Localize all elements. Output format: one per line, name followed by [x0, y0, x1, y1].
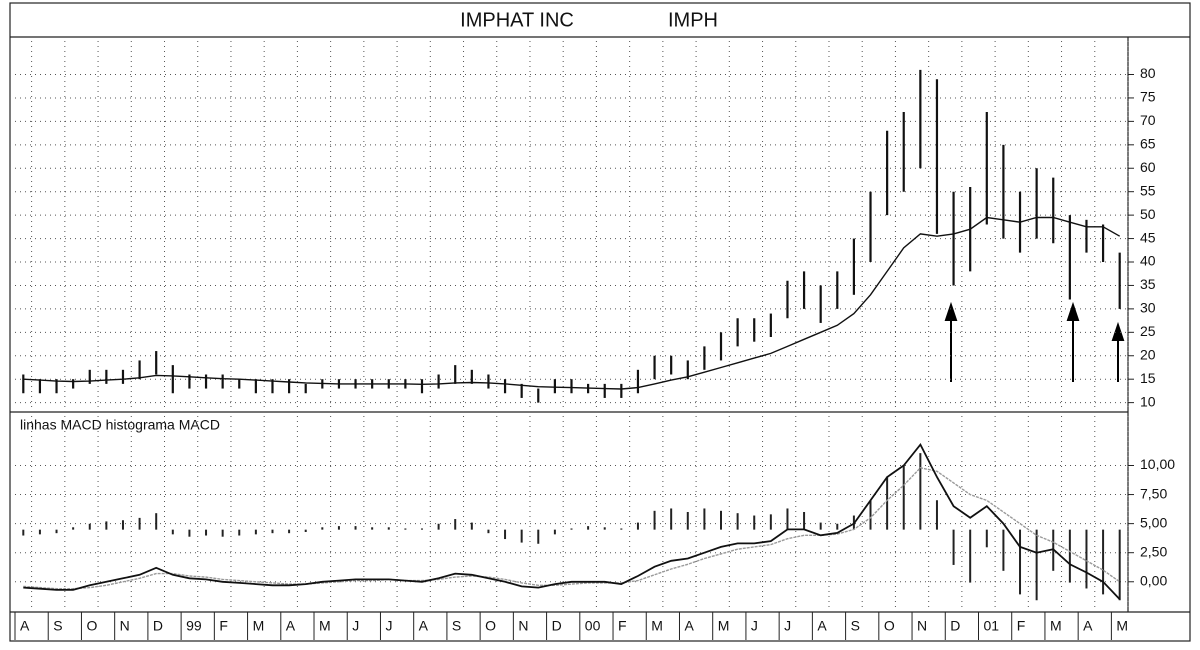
x-tick-label: J: [751, 618, 758, 634]
y-tick-label: 0,00: [1140, 572, 1167, 588]
x-tick-label: M: [718, 618, 730, 634]
x-tick-label: 99: [186, 618, 202, 634]
x-tick-label: A: [419, 618, 429, 634]
x-tick-label: M: [319, 618, 331, 634]
moving-average: [23, 216, 1121, 390]
x-tick-label: N: [120, 618, 130, 634]
signal-line: [23, 467, 1121, 590]
x-tick-label: N: [917, 618, 927, 634]
x-tick-label: M: [1050, 618, 1062, 634]
x-tick-label: D: [552, 618, 562, 634]
y-tick-label: 55: [1140, 182, 1156, 198]
arrow-head: [1111, 321, 1125, 341]
x-tick-label: J: [784, 618, 791, 634]
x-tick-label: A: [286, 618, 296, 634]
x-tick-label: A: [20, 618, 30, 634]
y-tick-label: 75: [1140, 89, 1156, 105]
chart-title: IMPHAT INC: [460, 9, 574, 31]
y-tick-label: 70: [1140, 112, 1156, 128]
y-tick-label: 7,50: [1140, 485, 1167, 501]
frame: [9, 2, 1191, 642]
x-tick-label: M: [253, 618, 265, 634]
y-tick-label: 65: [1140, 136, 1156, 152]
y-tick-label: 45: [1140, 229, 1156, 245]
x-tick-label: A: [684, 618, 694, 634]
y-tick-label: 50: [1140, 206, 1156, 222]
x-tick-label: D: [153, 618, 163, 634]
y-tick-label: 10,00: [1140, 456, 1175, 472]
y-tick-label: 15: [1140, 370, 1156, 386]
y-tick-label: 20: [1140, 346, 1156, 362]
x-tick-label: 00: [585, 618, 601, 634]
arrows: [944, 301, 1125, 382]
x-tick-label: F: [618, 618, 627, 634]
x-tick-label: 01: [983, 618, 999, 634]
y-tick-label: 80: [1140, 65, 1156, 81]
x-tick-label: A: [817, 618, 827, 634]
y-tick-label: 5,00: [1140, 514, 1167, 530]
x-tick-label: O: [884, 618, 895, 634]
x-tick-label: N: [518, 618, 528, 634]
x-tick-label: J: [352, 618, 359, 634]
x-tick-label: M: [651, 618, 663, 634]
x-tick-label: F: [1017, 618, 1026, 634]
x-tick-label: D: [950, 618, 960, 634]
x-tick-label: A: [1083, 618, 1093, 634]
y-tick-label: 10: [1140, 393, 1156, 409]
macd-line: [23, 442, 1121, 600]
arrow-head: [1066, 301, 1080, 321]
x-tick-label: O: [485, 618, 496, 634]
y-tick-label: 25: [1140, 323, 1156, 339]
y-tick-label: 35: [1140, 276, 1156, 292]
x-tick-label: O: [86, 618, 97, 634]
x-tick-label: M: [1116, 618, 1128, 634]
y-tick-label: 2,50: [1140, 543, 1167, 559]
chart-subtitle: IMPH: [668, 9, 718, 31]
y-tick-label: 40: [1140, 253, 1156, 269]
x-tick-label: J: [385, 618, 392, 634]
x-tick-label: F: [219, 618, 228, 634]
x-tick-label: S: [851, 618, 860, 634]
arrow-head: [944, 301, 958, 321]
x-tick-label: S: [53, 618, 62, 634]
y-tick-label: 60: [1140, 159, 1156, 175]
panel-title: linhas MACD histograma MACD: [20, 417, 220, 433]
y-tick-label: 30: [1140, 300, 1156, 316]
x-tick-label: S: [452, 618, 461, 634]
